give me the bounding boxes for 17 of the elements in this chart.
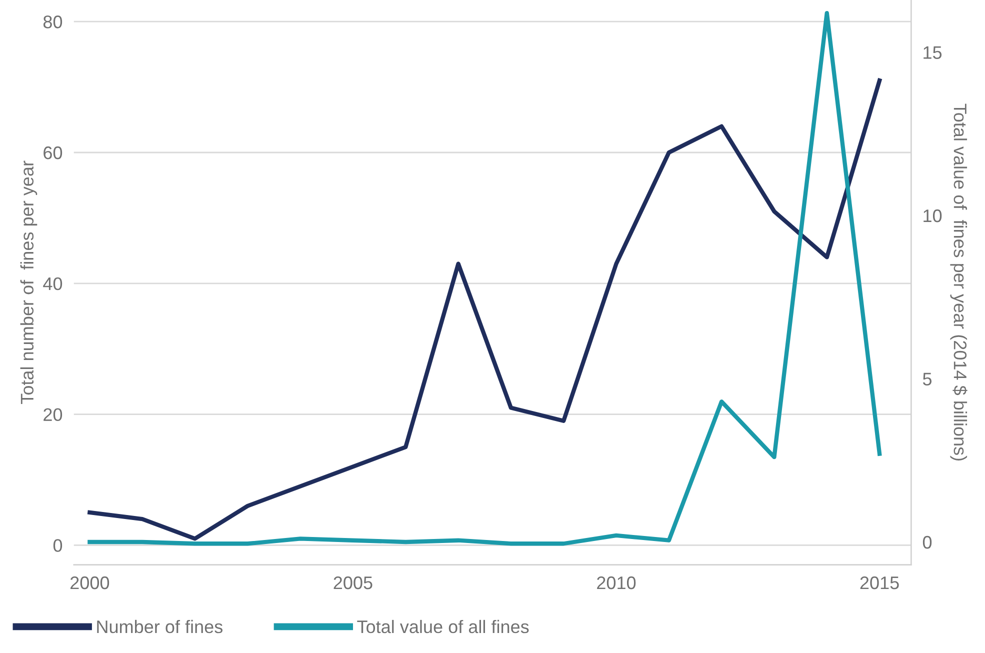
y-tick-label: 0 (53, 539, 62, 552)
y-tick-label: 80 (43, 16, 62, 28)
legend-label: Total value of all fines (357, 620, 529, 634)
y-axis-title: Total number of fines per year (20, 160, 38, 404)
y2-tick-label: 5 (922, 372, 932, 386)
y2-axis-title: Total value of fines per year (2014 $ billions) (950, 104, 968, 460)
y-tick-label: 20 (44, 408, 62, 422)
y2-tick-label: 0 (922, 536, 932, 549)
x-tick-label: 2000 (70, 576, 110, 590)
legend-label: Number of fines (97, 620, 222, 634)
y2-tick-label: 15 (924, 46, 942, 59)
y-tick-label: 40 (43, 277, 62, 290)
x-tick-label: 2010 (597, 576, 636, 590)
x-tick-label: 2015 (860, 576, 899, 590)
y-tick-label: 60 (44, 146, 62, 160)
x-tick-label: 2005 (334, 576, 372, 590)
y2-tick-label: 10 (924, 209, 942, 222)
